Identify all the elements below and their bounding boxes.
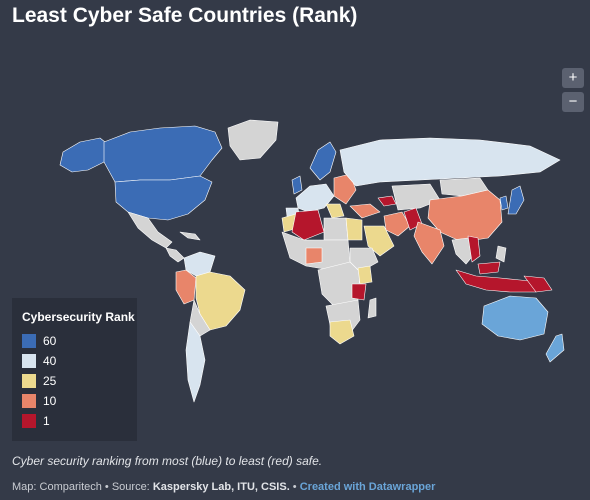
legend-swatch	[22, 334, 36, 348]
legend-label: 40	[43, 354, 57, 368]
region-caribbean[interactable]	[179, 231, 201, 241]
region-mexico[interactable]	[127, 211, 173, 249]
region-central-america[interactable]	[165, 247, 185, 263]
world-map-svg[interactable]	[0, 40, 590, 445]
region-bolivia-paraguay[interactable]	[189, 299, 211, 337]
legend-label: 10	[43, 394, 57, 408]
region-madagascar[interactable]	[367, 297, 377, 319]
legend-swatch	[22, 374, 36, 388]
footer-sources: Kaspersky Lab, ITU, CSIS.	[152, 481, 290, 493]
region-balkans[interactable]	[325, 203, 345, 219]
legend-label: 25	[43, 374, 57, 388]
region-western-europe[interactable]	[295, 183, 335, 213]
region-nigeria[interactable]	[305, 247, 323, 265]
region-papua[interactable]	[523, 275, 553, 293]
region-korea[interactable]	[499, 195, 509, 211]
legend-label: 1	[43, 414, 50, 428]
region-algeria[interactable]	[291, 209, 325, 241]
region-brazil[interactable]	[195, 271, 246, 331]
region-india[interactable]	[413, 221, 445, 265]
region-scandinavia[interactable]	[309, 141, 337, 181]
footer: Map: Comparitech • Source: Kaspersky Lab…	[12, 481, 435, 493]
map-caption: Cyber security ranking from most (blue) …	[12, 454, 323, 468]
legend-swatch	[22, 394, 36, 408]
region-philippines[interactable]	[495, 245, 507, 263]
world-map[interactable]	[0, 40, 590, 445]
region-turkey[interactable]	[349, 203, 381, 219]
legend: Cybersecurity Rank 60 40 25 10 1	[12, 298, 137, 441]
region-uk[interactable]	[291, 175, 303, 195]
region-caucasus[interactable]	[377, 195, 397, 207]
region-alaska[interactable]	[59, 137, 111, 173]
region-australia[interactable]	[481, 295, 549, 341]
region-malaysia[interactable]	[477, 261, 501, 275]
region-argentina-chile[interactable]	[185, 321, 206, 403]
region-greenland[interactable]	[227, 119, 279, 161]
region-new-zealand[interactable]	[545, 333, 565, 363]
region-egypt[interactable]	[345, 217, 363, 241]
legend-swatch	[22, 354, 36, 368]
region-libya[interactable]	[323, 217, 349, 241]
region-kenya[interactable]	[357, 265, 373, 285]
zoom-in-button[interactable]: +	[562, 68, 584, 88]
page-title: Least Cyber Safe Countries (Rank)	[12, 4, 358, 27]
region-vietnam[interactable]	[467, 235, 481, 263]
zoom-out-button[interactable]: −	[562, 92, 584, 112]
legend-label: 60	[43, 334, 57, 348]
region-usa[interactable]	[114, 175, 213, 221]
datawrapper-credit-link[interactable]: Created with Datawrapper	[299, 481, 436, 493]
footer-separator: •	[289, 481, 300, 493]
region-china[interactable]	[427, 189, 503, 243]
region-iran[interactable]	[383, 211, 411, 237]
footer-map-prefix: Map: Comparitech • Source:	[12, 481, 153, 493]
region-south-africa[interactable]	[329, 319, 355, 345]
region-canada[interactable]	[103, 125, 223, 183]
legend-swatch	[22, 414, 36, 428]
legend-title: Cybersecurity Rank	[22, 310, 135, 324]
region-russia[interactable]	[339, 137, 561, 187]
region-japan[interactable]	[507, 185, 525, 215]
region-peru[interactable]	[175, 269, 197, 305]
region-tanzania[interactable]	[351, 283, 367, 301]
